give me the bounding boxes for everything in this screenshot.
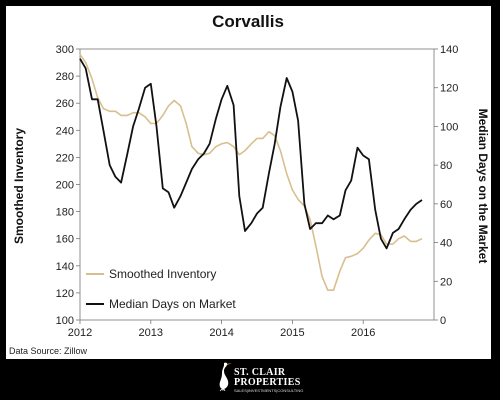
legend-label: Median Days on Market [109,297,236,311]
y-left-tick-label: 300 [56,44,74,56]
y-left-tick-label: 140 [56,261,74,273]
y-right-tick-label: 20 [440,276,452,288]
y-left-tick-label: 260 [56,98,74,110]
chart-frame: 100 120 140 160 180 200 220 240 260 280 300 0 20 40 60… [6,6,491,359]
y-right-tick-label: 40 [440,238,452,250]
heron-icon [219,362,232,392]
series-line-median-days [79,58,423,250]
legend-label: Smoothed Inventory [109,267,216,281]
y-left-tick-label: 120 [56,288,74,300]
y-right-tick-label: 80 [440,160,452,172]
plot-area: 100 120 140 160 180 200 220 240 260 280 300 0 20 40 60… [56,44,459,339]
logo-name: ST. CLAIR PROPERTIES [234,368,301,388]
y-axis-right-label: Median Days on the Market [476,109,490,264]
logo-name-line1: ST. CLAIR [234,367,286,378]
y-left-tick-label: 180 [56,207,74,219]
y-right-tick-label: 100 [440,121,458,133]
company-logo: ST. CLAIR PROPERTIES SALES|INVESTMENTS|C… [212,360,322,398]
x-tick-label: 2016 [351,327,375,339]
x-tick-label: 2013 [139,327,163,339]
x-tick-label: 2015 [280,327,304,339]
logo-name-line2: PROPERTIES [234,377,301,388]
y-left-tick-label: 220 [56,152,74,164]
chart-svg: 100 120 140 160 180 200 220 240 260 280 300 0 20 40 60… [9,12,490,356]
y-left-tick-label: 240 [56,125,74,137]
y-left-tick-label: 160 [56,234,74,246]
y-right-tick-label: 60 [440,199,452,211]
y-axis-left-label: Smoothed Inventory [12,128,26,244]
y-left-tick-label: 100 [56,315,74,327]
x-tick-label: 2012 [68,327,92,339]
y-right-tick-label: 120 [440,83,458,95]
data-source-note: Data Source: Zillow [9,346,88,356]
logo-tagline: SALES|INVESTMENTS|CONSULTING [234,388,304,393]
y-right-tick-label: 0 [440,315,446,327]
y-left-tick-label: 200 [56,180,74,192]
chart-title: Corvallis [212,12,284,31]
y-right-tick-label: 140 [440,44,458,56]
y-left-tick-label: 280 [56,71,74,83]
x-tick-label: 2014 [209,327,233,339]
